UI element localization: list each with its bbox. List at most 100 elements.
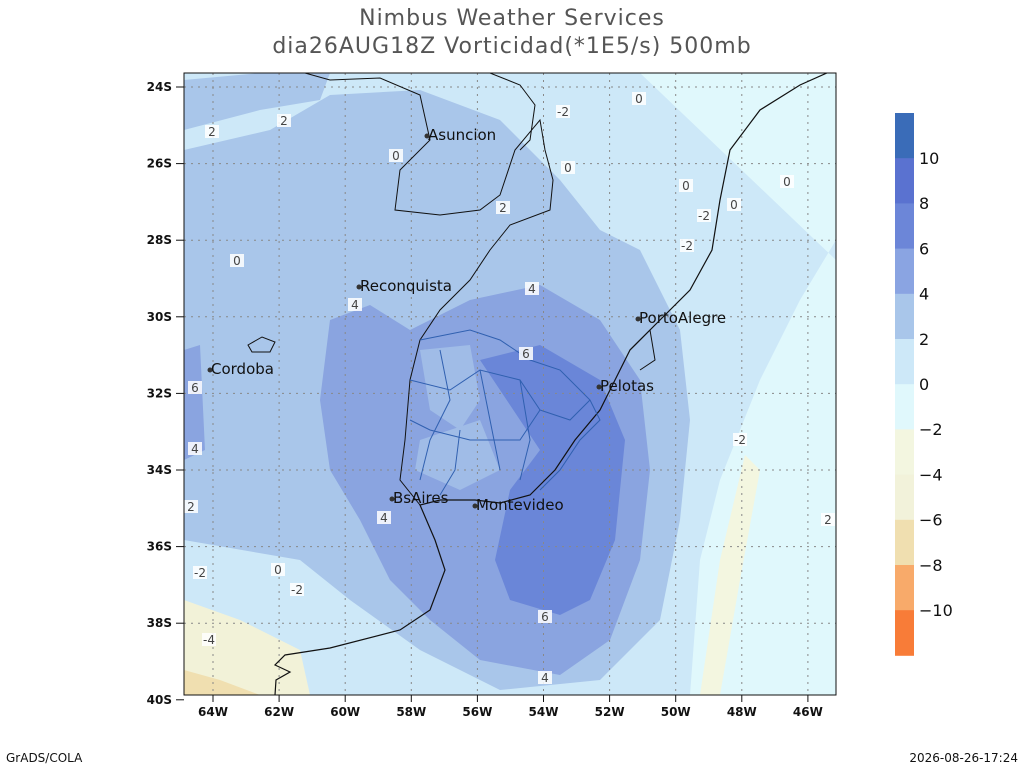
contour-label: -2: [557, 105, 569, 119]
contour-label: -2: [681, 239, 693, 253]
contour-label-bg: [348, 298, 362, 311]
colorbar-swatch: [895, 474, 914, 521]
colorbar-label: 2: [919, 330, 929, 349]
colorbar-swatch: [895, 203, 914, 249]
contour-label: 0: [635, 92, 643, 106]
coastline: [273, 73, 829, 695]
contour-label-bg: [632, 92, 646, 105]
lat-label: 36S: [147, 540, 172, 554]
colorbar-swatch: [895, 384, 914, 430]
city-name: BsAires: [393, 489, 449, 507]
borders: [247, 73, 656, 506]
city-dot: [424, 133, 430, 139]
city-dot: [596, 384, 602, 390]
contour-label-bg: [205, 125, 219, 138]
contour-label-bg: [679, 179, 693, 192]
lon-label: 46W: [793, 705, 823, 719]
city-dot: [635, 316, 641, 322]
contour-label-bg: [184, 500, 198, 513]
lon-label: 48W: [727, 705, 757, 719]
city-dot: [356, 284, 362, 290]
field: 2 2 0 -2 0 0 0 -2 0 -2 0 2 0 4 4 6 6 4 2 -2 0 -2 -4 4 6 4 2 -2: [184, 73, 836, 695]
contour-label-bg: [230, 254, 244, 267]
contour-label: -2: [734, 433, 746, 447]
contour-label: -2: [291, 583, 303, 597]
city-name: PortoAlegre: [639, 309, 726, 327]
contour-label-bg: [202, 633, 216, 646]
contour-label-bg: [680, 239, 694, 252]
contour-label: 0: [392, 149, 400, 163]
lat-label: 32S: [147, 386, 172, 400]
lon-label: 52W: [595, 705, 625, 719]
contour-label-bg: [496, 201, 510, 214]
field-neg4: [184, 600, 310, 695]
contour-label-bg: [525, 282, 539, 295]
contour-label: 0: [730, 198, 738, 212]
contour-label-bg: [188, 442, 202, 455]
axes: 24S 26S 28S 30S 32S 34S 36S 38S 40S 64W 62W 60W 58W 5…: [147, 80, 823, 719]
field-neg2-0: [184, 73, 836, 695]
contour-label: -2: [698, 209, 710, 223]
contour-label: 0: [233, 254, 241, 268]
colorbar-label: −4: [919, 465, 943, 484]
contour-label: 4: [351, 298, 359, 312]
colorbar-swatch: [895, 113, 914, 159]
field-weak: [415, 345, 500, 490]
colorbar-label: 10: [919, 149, 939, 168]
contour-label: 4: [191, 442, 199, 456]
contour-labels: 2 2 0 -2 0 0 0 -2 0 -2 0 2 0 4 4 6 6 4 2 -2 0 -2 -4 4 6 4 2 -2: [184, 92, 835, 685]
contour-label-bg: [193, 566, 207, 579]
contour-label: 2: [499, 201, 507, 215]
contour-label: 0: [682, 179, 690, 193]
colorbar-swatch: [895, 293, 914, 340]
colorbar-swatch: [895, 565, 914, 611]
colorbar-label: −10: [919, 601, 953, 620]
contour-label: 6: [541, 610, 549, 624]
lon-label: 64W: [198, 705, 228, 719]
lon-label: 58W: [396, 705, 426, 719]
contour-label: 6: [522, 347, 530, 361]
colorbar-swatch: [895, 610, 914, 656]
colorbar-label: 8: [919, 194, 929, 213]
contour-label-bg: [538, 671, 552, 684]
lat-label: 38S: [147, 616, 172, 630]
lat-label: 24S: [147, 80, 172, 94]
city-name: Cordoba: [211, 360, 274, 378]
footer-left: GrADS/COLA: [6, 751, 83, 765]
lat-label: 34S: [147, 463, 172, 477]
contour-label-bg: [697, 209, 711, 222]
colorbar-swatch: [895, 158, 914, 204]
city-name: Reconquista: [360, 277, 452, 295]
colorbar-label: −6: [919, 511, 943, 530]
lat-label: 30S: [147, 310, 172, 324]
contour-label: 0: [274, 563, 282, 577]
field-neg4-neg2: [700, 455, 760, 695]
city-dot: [389, 496, 395, 502]
lat-label: 28S: [147, 233, 172, 247]
city-name: Pelotas: [600, 377, 654, 395]
city-name: Montevideo: [476, 496, 564, 514]
colorbar-label: 4: [919, 285, 929, 304]
colorbar-swatch: [895, 519, 914, 566]
frame: [183, 72, 837, 696]
city-dot: [207, 367, 213, 373]
colorbar-swatch: [895, 429, 914, 475]
contour-label: 2: [208, 125, 216, 139]
contour-label: 2: [187, 500, 195, 514]
departments: [409, 329, 601, 496]
contour-label: 6: [191, 381, 199, 395]
contour-label: 2: [280, 114, 288, 128]
contour-label-bg: [538, 610, 552, 623]
lon-label: 56W: [462, 705, 492, 719]
contour-label: 0: [783, 175, 791, 189]
contour-label: -4: [203, 633, 215, 647]
colorbar-label: −2: [919, 420, 943, 439]
lon-label: 50W: [661, 705, 691, 719]
lat-label: 26S: [147, 157, 172, 171]
contour-label-bg: [271, 563, 285, 576]
contour-label-bg: [780, 175, 794, 188]
field-6-8: [480, 345, 625, 615]
colorbar-swatch: [895, 339, 914, 385]
